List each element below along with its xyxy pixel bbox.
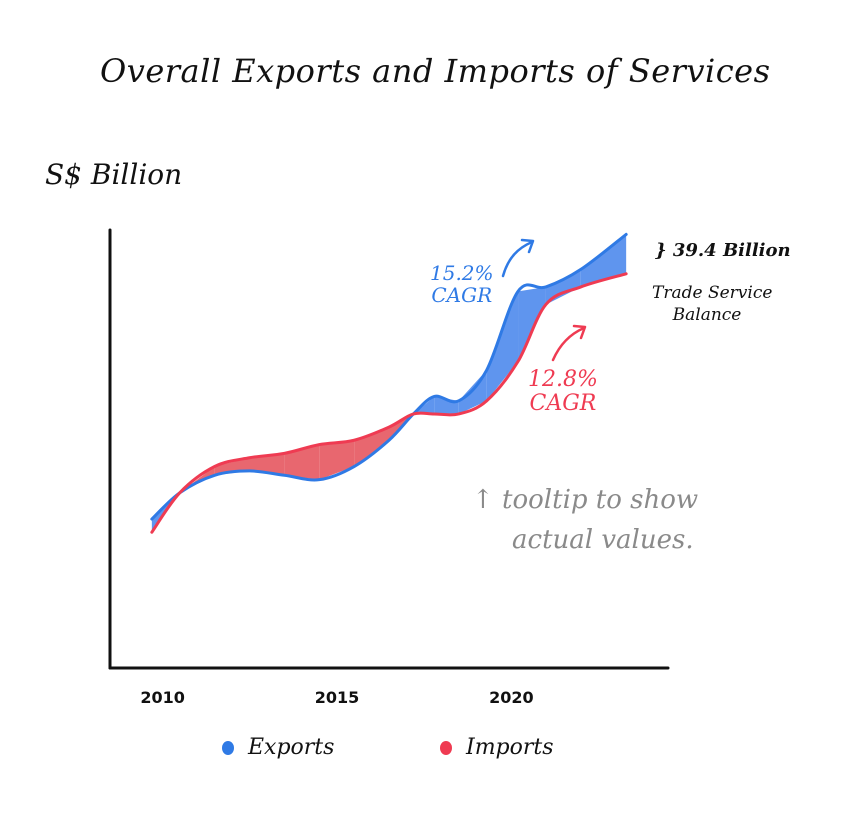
exports-legend-label: Exports: [248, 735, 335, 760]
exports-cagr-arrow: [501, 240, 534, 278]
trade-balance-value: } 39.4 Billion: [655, 240, 791, 261]
x-tick-label: 2020: [489, 688, 534, 707]
legend-item-exports: Exports: [222, 735, 334, 760]
tooltip-note: ↑ tooltip to show actual values.: [472, 480, 698, 560]
y-axis-label: S$ Billion: [45, 158, 183, 191]
balance-band-segment: [486, 291, 519, 401]
legend-item-imports: Imports: [440, 735, 554, 760]
imports-cagr-arrowhead: [572, 324, 587, 340]
imports-cagr-label: CAGR: [529, 391, 597, 416]
exports-cagr-annotation: 15.2% CAGR: [430, 262, 494, 306]
imports-line[interactable]: [150, 272, 628, 534]
trade-balance-label-line2: Balance: [672, 305, 742, 325]
balance-band-segment: [518, 286, 546, 362]
imports-cagr-annotation: 12.8% CAGR: [528, 368, 598, 416]
trade-balance-label-line1: Trade Service: [652, 283, 773, 303]
balance-band-segment: [249, 453, 285, 476]
x-tick-label: 2015: [314, 688, 360, 707]
imports-legend-swatch: [440, 740, 452, 755]
imports-cagr-value: 12.8%: [528, 367, 598, 392]
balance-band-segment: [284, 444, 320, 480]
tooltip-note-line2: actual values.: [512, 525, 694, 555]
imports-cagr-arrow: [551, 326, 586, 362]
trade-balance-label: Trade Service Balance: [652, 282, 773, 326]
exports-cagr-arrowhead: [520, 238, 535, 254]
exports-legend-swatch: [222, 740, 234, 755]
exports-cagr-label: CAGR: [431, 283, 493, 307]
exports-line[interactable]: [150, 232, 628, 521]
balance-band-segment: [580, 234, 627, 287]
tooltip-note-line1: ↑ tooltip to show: [472, 485, 699, 515]
x-tick-label: 2010: [140, 688, 185, 707]
chart-title: Overall Exports and Imports of Services: [100, 52, 771, 90]
imports-legend-label: Imports: [466, 735, 554, 760]
exports-cagr-value: 15.2%: [430, 261, 494, 285]
